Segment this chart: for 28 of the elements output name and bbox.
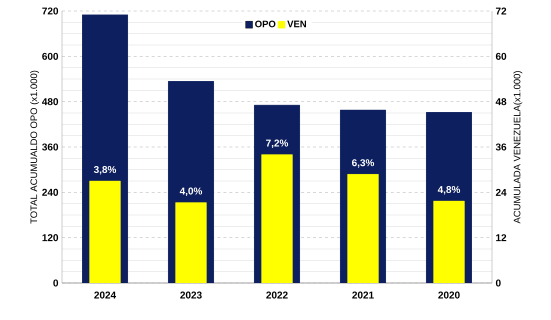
y-tick-label: 480 — [42, 98, 58, 106]
y2-tick-label: 36 — [496, 143, 506, 151]
y-tick-label: 720 — [42, 7, 58, 15]
x-tick-label: 2024 — [94, 292, 116, 299]
annotation: 4,0% — [180, 188, 202, 196]
x-tick-label: 2023 — [180, 292, 202, 299]
y-tick-label: 0 — [53, 279, 58, 287]
annotation: 4,8% — [438, 186, 460, 195]
y2-tick-label: 72 — [496, 8, 506, 14]
x-tick-label: 2020 — [438, 292, 460, 299]
y2-tick-label: 0 — [496, 279, 501, 287]
y-tick-label: 600 — [42, 52, 58, 60]
y2-tick-label: 24 — [496, 188, 507, 196]
legend-label: OPO — [255, 20, 276, 28]
x-tick-label: 2022 — [266, 292, 288, 299]
y2-tick-label: 12 — [496, 234, 506, 242]
y2-tick-label: 48 — [496, 98, 506, 106]
x-tick-label: 2021 — [352, 292, 374, 299]
y2-axis-title: ACUMULADA VENEZUELA(x1.000) — [513, 71, 522, 224]
annotation: 3,8% — [94, 166, 116, 174]
y-tick-label: 120 — [42, 234, 58, 242]
y-tick-label: 240 — [42, 188, 58, 196]
y-tick-label: 360 — [42, 143, 58, 151]
y-axis-title: TOTAL ACUMUALDO OPO (x1.000) — [30, 70, 40, 224]
annotation: 7,2% — [266, 140, 288, 148]
annotation: 6,3% — [352, 159, 374, 168]
legend-label: VEN — [287, 20, 306, 28]
y2-tick-label: 60 — [496, 52, 506, 60]
